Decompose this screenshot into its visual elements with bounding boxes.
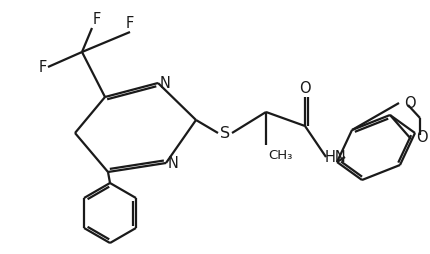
- Text: F: F: [126, 16, 134, 31]
- Text: O: O: [416, 130, 427, 145]
- Text: N: N: [168, 155, 179, 170]
- Text: F: F: [93, 12, 101, 27]
- Text: F: F: [39, 59, 47, 74]
- Text: HN: HN: [324, 150, 346, 165]
- Text: N: N: [160, 75, 171, 90]
- Text: O: O: [404, 96, 416, 110]
- Text: O: O: [299, 81, 311, 96]
- Text: S: S: [220, 125, 230, 140]
- Text: CH₃: CH₃: [268, 149, 292, 162]
